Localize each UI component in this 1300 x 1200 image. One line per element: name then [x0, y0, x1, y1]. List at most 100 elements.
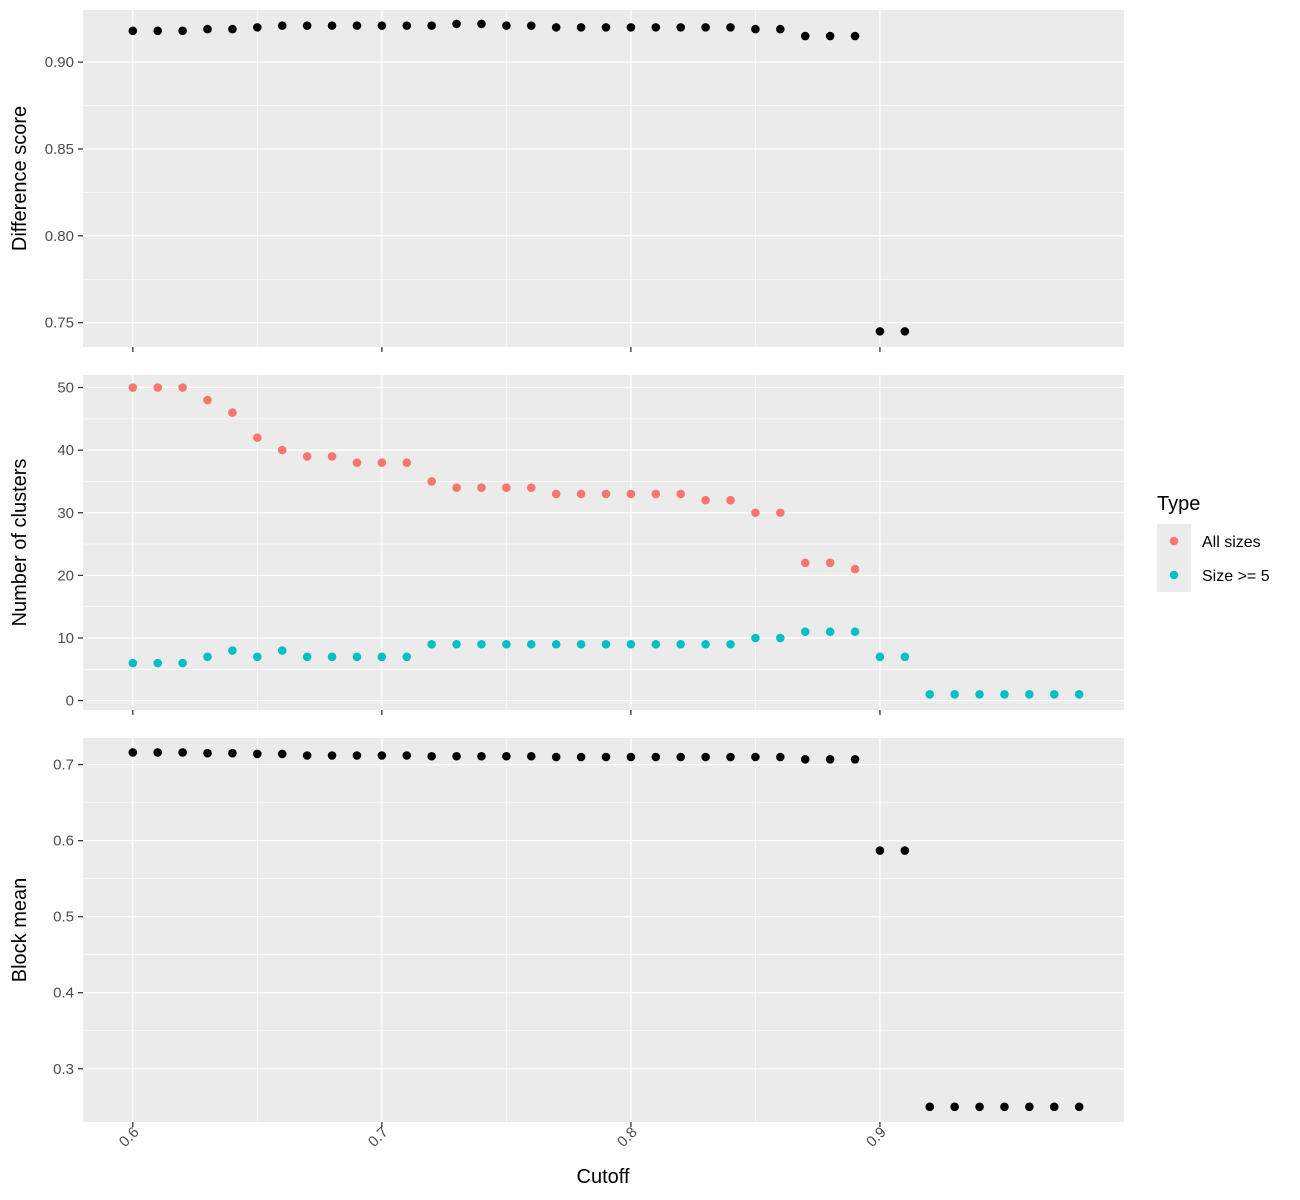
- data-point: [427, 477, 436, 486]
- y-tick-label: 0.85: [45, 141, 74, 158]
- data-point: [153, 748, 163, 757]
- data-point: [526, 21, 536, 30]
- data-point: [526, 751, 536, 761]
- data-point: [701, 23, 710, 32]
- data-point: [1049, 690, 1059, 699]
- y-tick-label: 0.4: [53, 985, 74, 1002]
- data-point: [626, 489, 636, 499]
- data-point: [477, 19, 486, 29]
- data-point: [576, 752, 586, 762]
- x-axis-title: Cutoff: [577, 1166, 630, 1188]
- data-point: [800, 558, 810, 568]
- data-point: [477, 483, 486, 493]
- panel-background: [83, 375, 1124, 710]
- legend-key-point: [1169, 570, 1179, 580]
- y-axis-title: Block mean: [9, 878, 31, 983]
- data-point: [327, 652, 337, 662]
- data-point: [526, 639, 536, 649]
- data-point: [726, 495, 735, 505]
- data-point: [377, 458, 387, 467]
- data-point: [701, 495, 710, 505]
- legend-item: Size >= 5: [1157, 558, 1270, 592]
- data-point: [776, 633, 785, 643]
- panel-background: [83, 738, 1124, 1122]
- data-point: [1049, 1102, 1059, 1112]
- data-point: [601, 639, 611, 649]
- x-tick-label: 0.6: [116, 1124, 143, 1151]
- data-point: [676, 752, 686, 762]
- data-point: [626, 23, 636, 32]
- data-point: [1000, 1102, 1009, 1112]
- data-point: [377, 652, 387, 662]
- series-difference-score-0: [128, 19, 910, 336]
- data-point: [800, 31, 810, 41]
- data-point: [178, 748, 187, 757]
- data-point: [950, 1102, 959, 1112]
- data-point: [626, 639, 636, 649]
- data-point: [402, 458, 412, 467]
- data-point: [1074, 690, 1084, 699]
- data-point: [228, 24, 237, 34]
- data-point: [850, 564, 860, 574]
- data-point: [402, 21, 412, 30]
- data-point: [477, 751, 486, 761]
- data-point: [128, 383, 138, 392]
- data-point: [402, 751, 412, 760]
- y-tick-label: 0.75: [45, 315, 74, 332]
- data-point: [900, 846, 910, 855]
- data-point: [651, 752, 661, 762]
- data-point: [277, 749, 287, 759]
- data-point: [203, 24, 212, 34]
- legend-label: Size >= 5: [1202, 568, 1270, 585]
- data-point: [925, 690, 935, 699]
- data-point: [875, 846, 885, 855]
- y-tick-label: 40: [57, 442, 74, 459]
- data-point: [1000, 690, 1009, 699]
- data-point: [377, 21, 387, 30]
- data-point: [726, 639, 735, 649]
- data-point: [1025, 1102, 1034, 1112]
- data-point: [776, 752, 785, 762]
- data-point: [900, 327, 910, 336]
- data-point: [676, 639, 686, 649]
- data-point: [452, 751, 461, 761]
- panel-background: [83, 10, 1124, 347]
- data-point: [601, 489, 611, 499]
- data-point: [875, 327, 885, 336]
- data-point: [676, 23, 686, 32]
- y-tick-label: 0.3: [53, 1061, 74, 1078]
- data-point: [128, 26, 138, 36]
- data-point: [676, 489, 686, 499]
- data-point: [427, 751, 436, 761]
- y-tick-label: 20: [57, 567, 74, 584]
- data-point: [228, 646, 237, 655]
- data-point: [551, 23, 561, 32]
- chart-legend: Type All sizes Size >= 5: [1157, 493, 1270, 592]
- y-tick-label: 10: [57, 630, 74, 647]
- data-point: [253, 23, 262, 32]
- data-point: [551, 752, 561, 762]
- data-point: [178, 26, 187, 36]
- data-point: [850, 627, 860, 637]
- data-point: [277, 21, 287, 30]
- y-axis-title: Number of clusters: [9, 459, 31, 627]
- data-point: [153, 658, 163, 668]
- legend-title: Type: [1157, 493, 1200, 515]
- legend-label: All sizes: [1202, 534, 1261, 551]
- data-point: [776, 24, 785, 34]
- x-tick-label: 0.8: [614, 1124, 641, 1151]
- y-tick-label: 0.90: [45, 54, 74, 71]
- data-point: [751, 752, 760, 762]
- data-point: [477, 639, 486, 649]
- data-point: [277, 646, 287, 655]
- data-point: [975, 1102, 984, 1112]
- data-point: [800, 754, 810, 764]
- data-point: [352, 751, 362, 760]
- data-point: [452, 639, 461, 649]
- data-point: [178, 383, 187, 392]
- data-point: [128, 748, 138, 757]
- data-point: [302, 652, 312, 662]
- data-point: [352, 458, 362, 467]
- data-point: [427, 21, 436, 30]
